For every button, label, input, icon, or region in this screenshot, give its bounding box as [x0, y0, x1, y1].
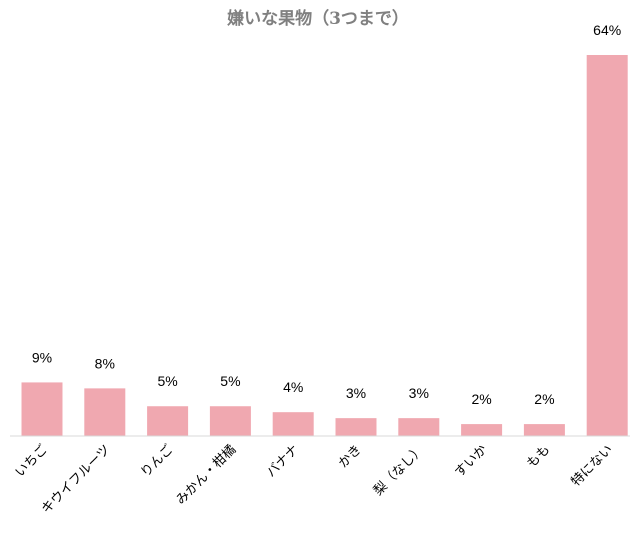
data-label-4: 5%	[220, 373, 240, 389]
bar-5	[272, 412, 314, 436]
bar-8	[461, 424, 503, 436]
bars-group	[21, 55, 628, 436]
bar-3	[147, 406, 189, 436]
category-label-10: 特にない	[569, 442, 616, 489]
data-label-7: 3%	[409, 385, 429, 401]
data-label-10: 64%	[593, 22, 621, 38]
category-label-7: 梨（なし）	[371, 442, 428, 499]
bar-1	[21, 382, 63, 436]
category-label-8: すいか	[452, 442, 490, 480]
category-label-9: もも	[524, 442, 553, 471]
bar-10	[586, 55, 628, 436]
data-label-2: 8%	[95, 355, 115, 371]
data-labels-group: 9% 8% 5% 5% 4% 3% 3% 2% 2% 64%	[32, 22, 621, 407]
bar-9	[523, 424, 565, 436]
category-label-6: かき	[336, 442, 365, 471]
data-label-1: 9%	[32, 349, 52, 365]
category-label-5: バナナ	[264, 442, 302, 480]
category-label-1: いちご	[12, 442, 51, 481]
data-label-3: 5%	[157, 373, 177, 389]
category-label-3: りんご	[138, 442, 177, 481]
data-label-9: 2%	[534, 391, 554, 407]
data-label-8: 2%	[471, 391, 491, 407]
bar-6	[335, 418, 377, 436]
chart-title: 嫌いな果物（3つまで）	[226, 8, 409, 29]
bar-2	[84, 388, 126, 436]
data-label-5: 4%	[283, 379, 303, 395]
bar-7	[398, 418, 440, 436]
category-label-4: みかん・柑橘	[173, 442, 239, 508]
data-label-6: 3%	[346, 385, 366, 401]
bar-4	[209, 406, 251, 436]
